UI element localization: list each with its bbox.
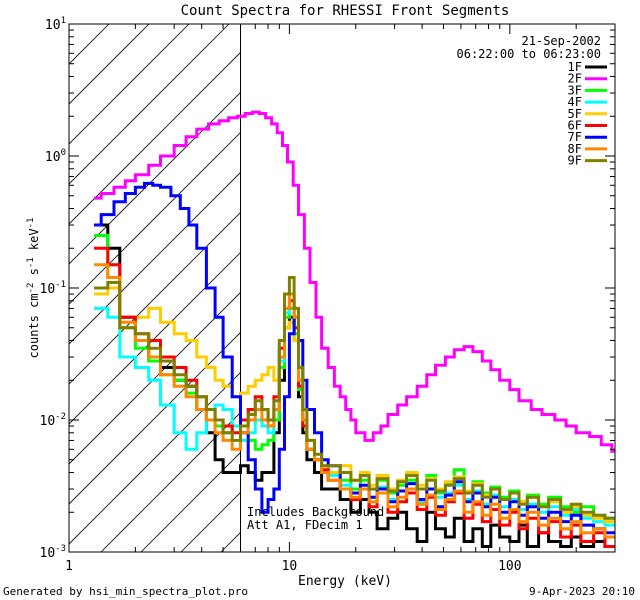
- chart-title: Count Spectra for RHESSI Front Segments: [181, 3, 510, 19]
- legend-label-9F: 9F: [568, 154, 582, 168]
- y-tick-mantissa: 10: [40, 546, 56, 561]
- annotation-attenuator: Att A1, FDecim 1: [247, 518, 363, 532]
- y-tick-mantissa: 10: [45, 18, 61, 33]
- y-tick-label: 101: [45, 16, 66, 33]
- time-range-label: 06:22:00 to 06:23:00: [457, 47, 602, 61]
- x-tick-label: 1: [65, 559, 73, 574]
- y-axis-label-part-2: s: [27, 268, 41, 282]
- hatched-region: [69, 24, 615, 552]
- y-axis-label-part-5: -1: [26, 218, 36, 229]
- y-tick-label: 10-1: [40, 280, 67, 297]
- series-line-1F: [94, 223, 615, 548]
- y-axis-label-part-0: counts cm: [27, 293, 41, 358]
- x-axis-label: Energy (keV): [298, 574, 392, 589]
- y-axis-label-part-4: keV: [27, 228, 41, 257]
- series-layer: [94, 110, 615, 548]
- legend-label-6F: 6F: [568, 119, 582, 133]
- footer-timestamp: 9-Apr-2023 20:10: [529, 585, 635, 598]
- series-line-2F: [94, 110, 615, 453]
- y-tick-exponent: -1: [55, 280, 66, 290]
- y-tick-exponent: 0: [61, 148, 66, 158]
- date-label: 21-Sep-2002: [522, 34, 601, 48]
- series-line-9F: [94, 276, 615, 520]
- legend-label-8F: 8F: [568, 142, 582, 156]
- y-axis-label-part-1: -2: [26, 283, 36, 294]
- hatch-line: [69, 24, 230, 185]
- y-tick-exponent: 1: [61, 16, 66, 26]
- hatch-line: [69, 24, 270, 225]
- legend-label-4F: 4F: [568, 95, 582, 109]
- annotation-background: Includes Background: [247, 505, 384, 519]
- y-axis-label-part-3: -1: [26, 257, 36, 268]
- hatch-mask: [240, 24, 615, 552]
- legend-label-5F: 5F: [568, 107, 582, 121]
- y-tick-label: 100: [45, 148, 66, 165]
- x-tick-label: 10: [282, 559, 298, 574]
- y-tick-exponent: -3: [55, 544, 66, 554]
- y-axis-label: counts cm-2 s-1 keV-1: [26, 218, 41, 359]
- x-tick-label: 100: [498, 559, 521, 574]
- y-tick-mantissa: 10: [40, 282, 56, 297]
- y-tick-exponent: -2: [55, 412, 66, 422]
- legend-label-3F: 3F: [568, 83, 582, 97]
- x-tick-labels: 1 10 100: [65, 559, 521, 574]
- y-tick-mantissa: 10: [40, 414, 56, 429]
- y-tick-label: 10-2: [40, 412, 67, 429]
- legend-label-2F: 2F: [568, 72, 582, 86]
- y-tick-label: 10-3: [40, 544, 67, 561]
- legend-label-7F: 7F: [568, 130, 582, 144]
- footer-generated-by: Generated by hsi_min_spectra_plot.pro: [3, 585, 248, 598]
- y-tick-mantissa: 10: [45, 150, 61, 165]
- axis-ticks: [68, 23, 616, 553]
- hatch-line: [69, 24, 310, 265]
- hatch-line: [69, 24, 190, 145]
- legend-label-1F: 1F: [568, 60, 582, 74]
